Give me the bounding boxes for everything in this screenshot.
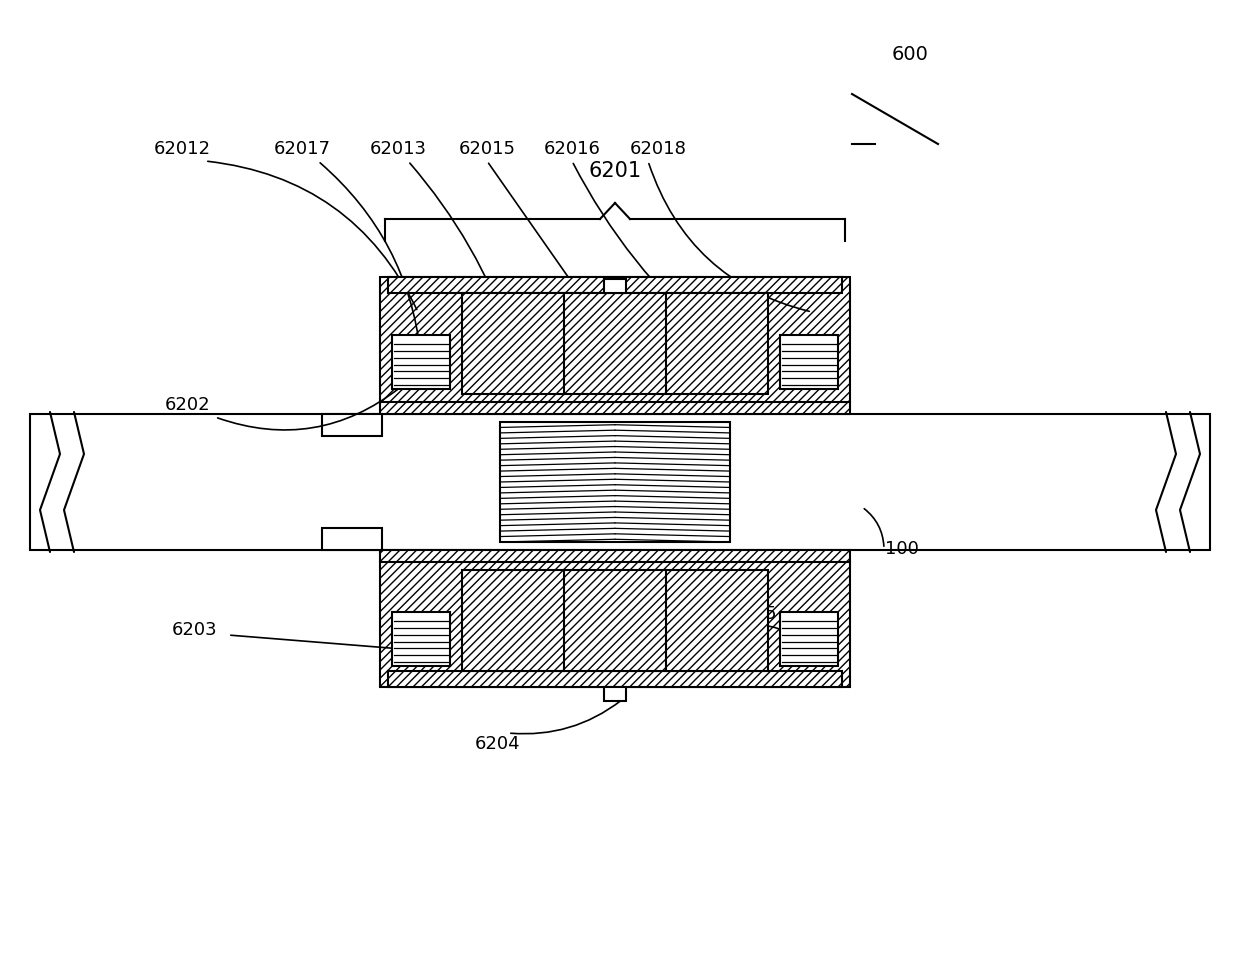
Bar — [379, 277, 849, 414]
Bar — [379, 550, 849, 687]
Bar — [392, 612, 450, 666]
Text: 62012: 62012 — [154, 140, 211, 158]
Bar — [604, 279, 626, 293]
Bar — [463, 570, 768, 671]
Bar — [322, 414, 382, 436]
Text: 6205: 6205 — [732, 605, 777, 623]
Text: 62017: 62017 — [274, 140, 331, 158]
Text: 6202: 6202 — [165, 396, 211, 414]
Bar — [379, 277, 849, 414]
Text: 62013: 62013 — [370, 140, 427, 158]
Text: 600: 600 — [892, 45, 929, 64]
Bar — [392, 335, 450, 389]
Bar — [388, 671, 842, 687]
Bar — [30, 414, 1210, 550]
Bar — [388, 277, 842, 293]
Bar — [500, 422, 730, 542]
Bar — [780, 335, 838, 389]
Text: 62015: 62015 — [459, 140, 516, 158]
Bar — [604, 687, 626, 701]
Text: 6204: 6204 — [475, 735, 521, 753]
Bar — [463, 293, 768, 394]
Bar — [322, 528, 382, 550]
Text: 100: 100 — [885, 540, 919, 558]
Text: 6203: 6203 — [172, 621, 218, 639]
Bar — [388, 671, 842, 687]
Bar — [388, 277, 842, 293]
Bar — [379, 550, 849, 687]
Text: 62016: 62016 — [543, 140, 600, 158]
Bar — [463, 293, 768, 394]
Text: 62018: 62018 — [630, 140, 687, 158]
Bar — [463, 570, 768, 671]
Bar — [780, 612, 838, 666]
Text: 6201: 6201 — [589, 161, 641, 181]
